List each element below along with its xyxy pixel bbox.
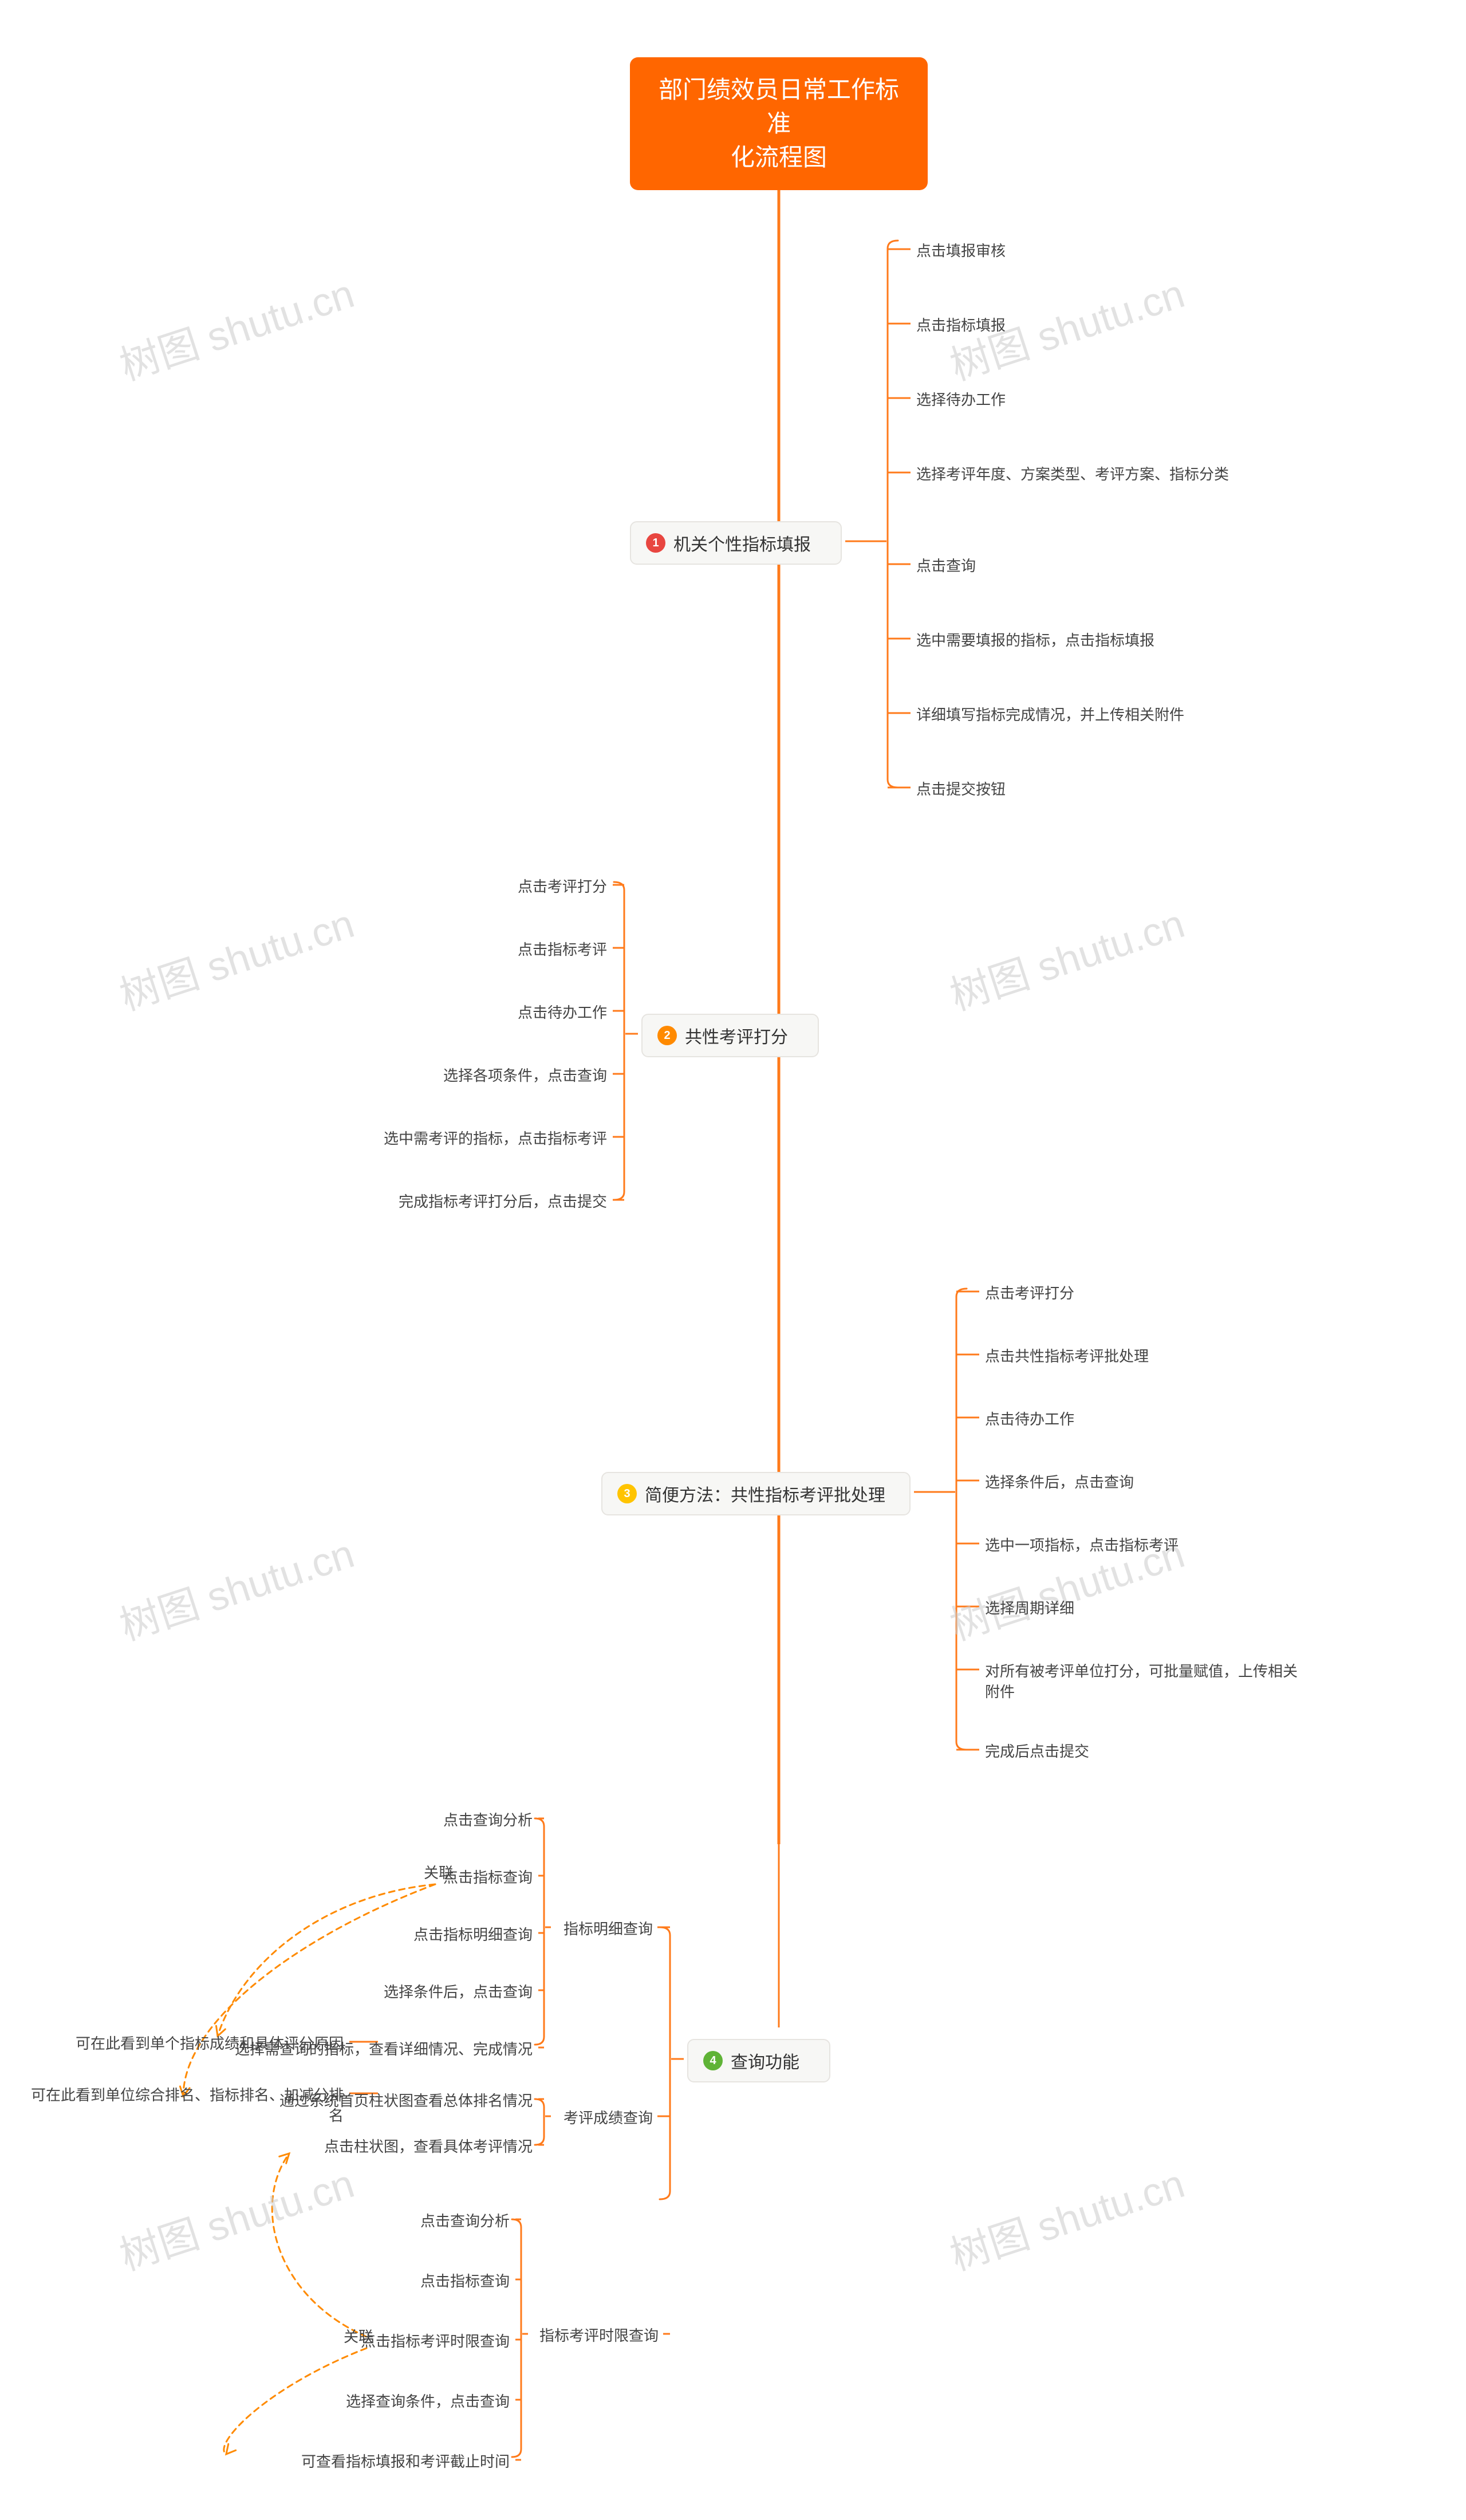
leaf: 选中需要填报的指标，点击指标填报 xyxy=(916,630,1237,651)
assoc-label: 关联 xyxy=(344,2325,373,2346)
leaf: 点击考评打分 xyxy=(985,1283,1306,1304)
leaf: 选中需考评的指标，点击指标考评 xyxy=(309,1128,607,1149)
assoc-label: 关联 xyxy=(424,1861,454,1883)
leaf: 点击待办工作 xyxy=(985,1409,1306,1430)
leaf: 选择查询条件，点击查询 xyxy=(200,2391,510,2412)
leaf: 点击考评打分 xyxy=(309,876,607,897)
leaf: 点击待办工作 xyxy=(309,1002,607,1023)
step-box-2: 2共性考评打分 xyxy=(641,1014,819,1057)
leaf: 选择考评年度、方案类型、考评方案、指标分类 xyxy=(916,464,1237,485)
leaf: 点击指标查询 xyxy=(200,1867,533,1888)
leaf: 选择各项条件，点击查询 xyxy=(309,1065,607,1086)
leaf: 对所有被考评单位打分，可批量赋值，上传相关附件 xyxy=(985,1661,1306,1703)
leaf: 点击查询分析 xyxy=(200,2211,510,2231)
leaf: 点击查询 xyxy=(916,556,1237,576)
step-box-1: 1机关个性指标填报 xyxy=(630,521,842,565)
leaf: 点击指标填报 xyxy=(916,315,1237,336)
leaf: 完成后点击提交 xyxy=(985,1741,1306,1762)
leaf: 选择待办工作 xyxy=(916,389,1237,410)
leaf: 点击共性指标考评批处理 xyxy=(985,1346,1306,1367)
watermark: 树图 shutu.cn xyxy=(942,892,1191,1022)
step-box-3: 3简便方法：共性指标考评批处理 xyxy=(601,1472,911,1515)
step-box-4: 4查询功能 xyxy=(687,2039,830,2082)
leaf: 选择条件后，点击查询 xyxy=(200,1982,533,2002)
sub-label: 考评成绩查询 xyxy=(555,2108,653,2128)
leaf: 详细填写指标完成情况，并上传相关附件 xyxy=(916,704,1237,725)
leaf: 点击提交按钮 xyxy=(916,779,1237,800)
leaf: 点击填报审核 xyxy=(916,241,1237,261)
leaf: 点击查询分析 xyxy=(200,1810,533,1830)
sub-label: 指标考评时限查询 xyxy=(533,2325,659,2346)
leaf: 点击柱状图，查看具体考评情况 xyxy=(178,2136,533,2157)
leaf: 选中一项指标，点击指标考评 xyxy=(985,1535,1306,1556)
watermark: 树图 shutu.cn xyxy=(112,262,361,392)
leaf: 完成指标考评打分后，点击提交 xyxy=(309,1191,607,1212)
leaf: 选择周期详细 xyxy=(985,1598,1306,1619)
leaf: 点击指标考评 xyxy=(309,939,607,960)
leaf: 可查看指标填报和考评截止时间 xyxy=(200,2451,510,2472)
leaf: 选择条件后，点击查询 xyxy=(985,1472,1306,1493)
leaf: 点击指标查询 xyxy=(200,2271,510,2291)
watermark: 树图 shutu.cn xyxy=(942,2152,1191,2282)
leaf: 点击指标明细查询 xyxy=(200,1924,533,1945)
root-title: 部门绩效员日常工作标准化流程图 xyxy=(630,57,928,190)
sub-label: 指标明细查询 xyxy=(555,1919,653,1939)
annotation-leaf: 可在此看到单位综合排名、指标排名、加减分排名 xyxy=(23,2085,344,2127)
annotation-leaf: 可在此看到单个指标成绩和具体评分原因 xyxy=(23,2033,344,2054)
watermark: 树图 shutu.cn xyxy=(112,1522,361,1652)
